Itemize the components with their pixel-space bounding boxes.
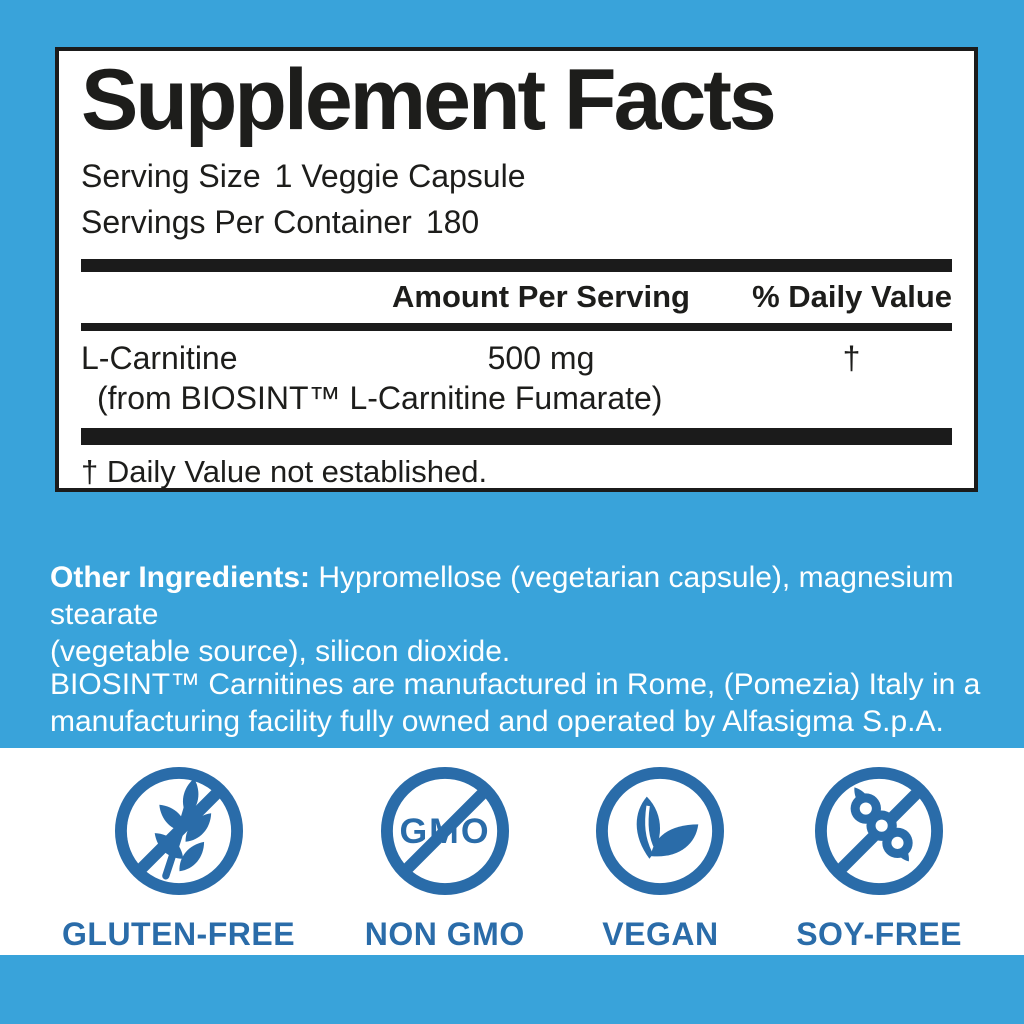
soy-crossed-icon	[813, 765, 945, 897]
manufacturer-note-text: BIOSINT™ Carnitines are manufactured in …	[50, 668, 981, 739]
badge-non-gmo: GMO NON GMO	[365, 765, 525, 955]
divider-bar-thick-bottom	[81, 427, 952, 445]
servings-per-container-value: 180	[425, 204, 480, 241]
serving-size-value: 1 Veggie Capsule	[274, 157, 526, 194]
daily-value-header: % Daily Value	[752, 278, 952, 314]
supplement-facts-panel: Supplement Facts Serving Size 1 Veggie Ca…	[55, 47, 978, 492]
leaves-icon	[594, 765, 726, 897]
divider-bar-thick	[81, 258, 952, 272]
badge-label-soy-free: SOY-FREE	[796, 916, 962, 952]
wheat-crossed-icon	[113, 765, 245, 897]
gmo-crossed-icon: GMO	[379, 765, 511, 897]
badge-label-vegan: VEGAN	[602, 916, 719, 952]
ingredient-name: L-Carnitine	[81, 339, 238, 376]
serving-size-line: Serving Size 1 Veggie Capsule	[81, 153, 952, 199]
other-ingredients-text: Hypromellose (vegetarian capsule), magne…	[50, 561, 954, 669]
badge-strip: GLUTEN-FREE GMO NON GMO VE	[0, 748, 1024, 955]
servings-per-container-line: Servings Per Container 180	[81, 199, 952, 245]
badge-vegan: VEGAN	[594, 765, 726, 955]
badge-label-non-gmo: NON GMO	[364, 916, 525, 952]
supplement-facts-title: Supplement Facts	[81, 52, 777, 148]
badge-label-gluten-free: GLUTEN-FREE	[62, 916, 296, 952]
ingredient-daily-value: †	[842, 339, 861, 376]
manufacturer-note-paragraph: BIOSINT™ Carnitines are manufactured in …	[50, 666, 990, 740]
ingredient-row: L-Carnitine 500 mg †	[81, 331, 952, 377]
divider-bar-medium	[81, 322, 952, 331]
other-ingredients-paragraph: Other Ingredients: Hypromellose (vegetar…	[50, 559, 990, 671]
badge-soy-free: SOY-FREE	[796, 765, 962, 955]
badge-gluten-free: GLUTEN-FREE	[62, 765, 295, 955]
serving-size-label: Serving Size	[81, 157, 261, 194]
daily-value-footnote: † Daily Value not established.	[81, 453, 488, 489]
servings-per-container-label: Servings Per Container	[81, 204, 412, 241]
ingredient-amount: 500 mg	[487, 339, 595, 376]
amount-per-serving-header: Amount Per Serving	[392, 278, 690, 314]
other-ingredients-label: Other Ingredients:	[50, 561, 311, 594]
facts-header-row: Amount Per Serving % Daily Value	[81, 272, 952, 323]
ingredient-source-note: (from BIOSINT™ L-Carnitine Fumarate)	[97, 379, 663, 416]
